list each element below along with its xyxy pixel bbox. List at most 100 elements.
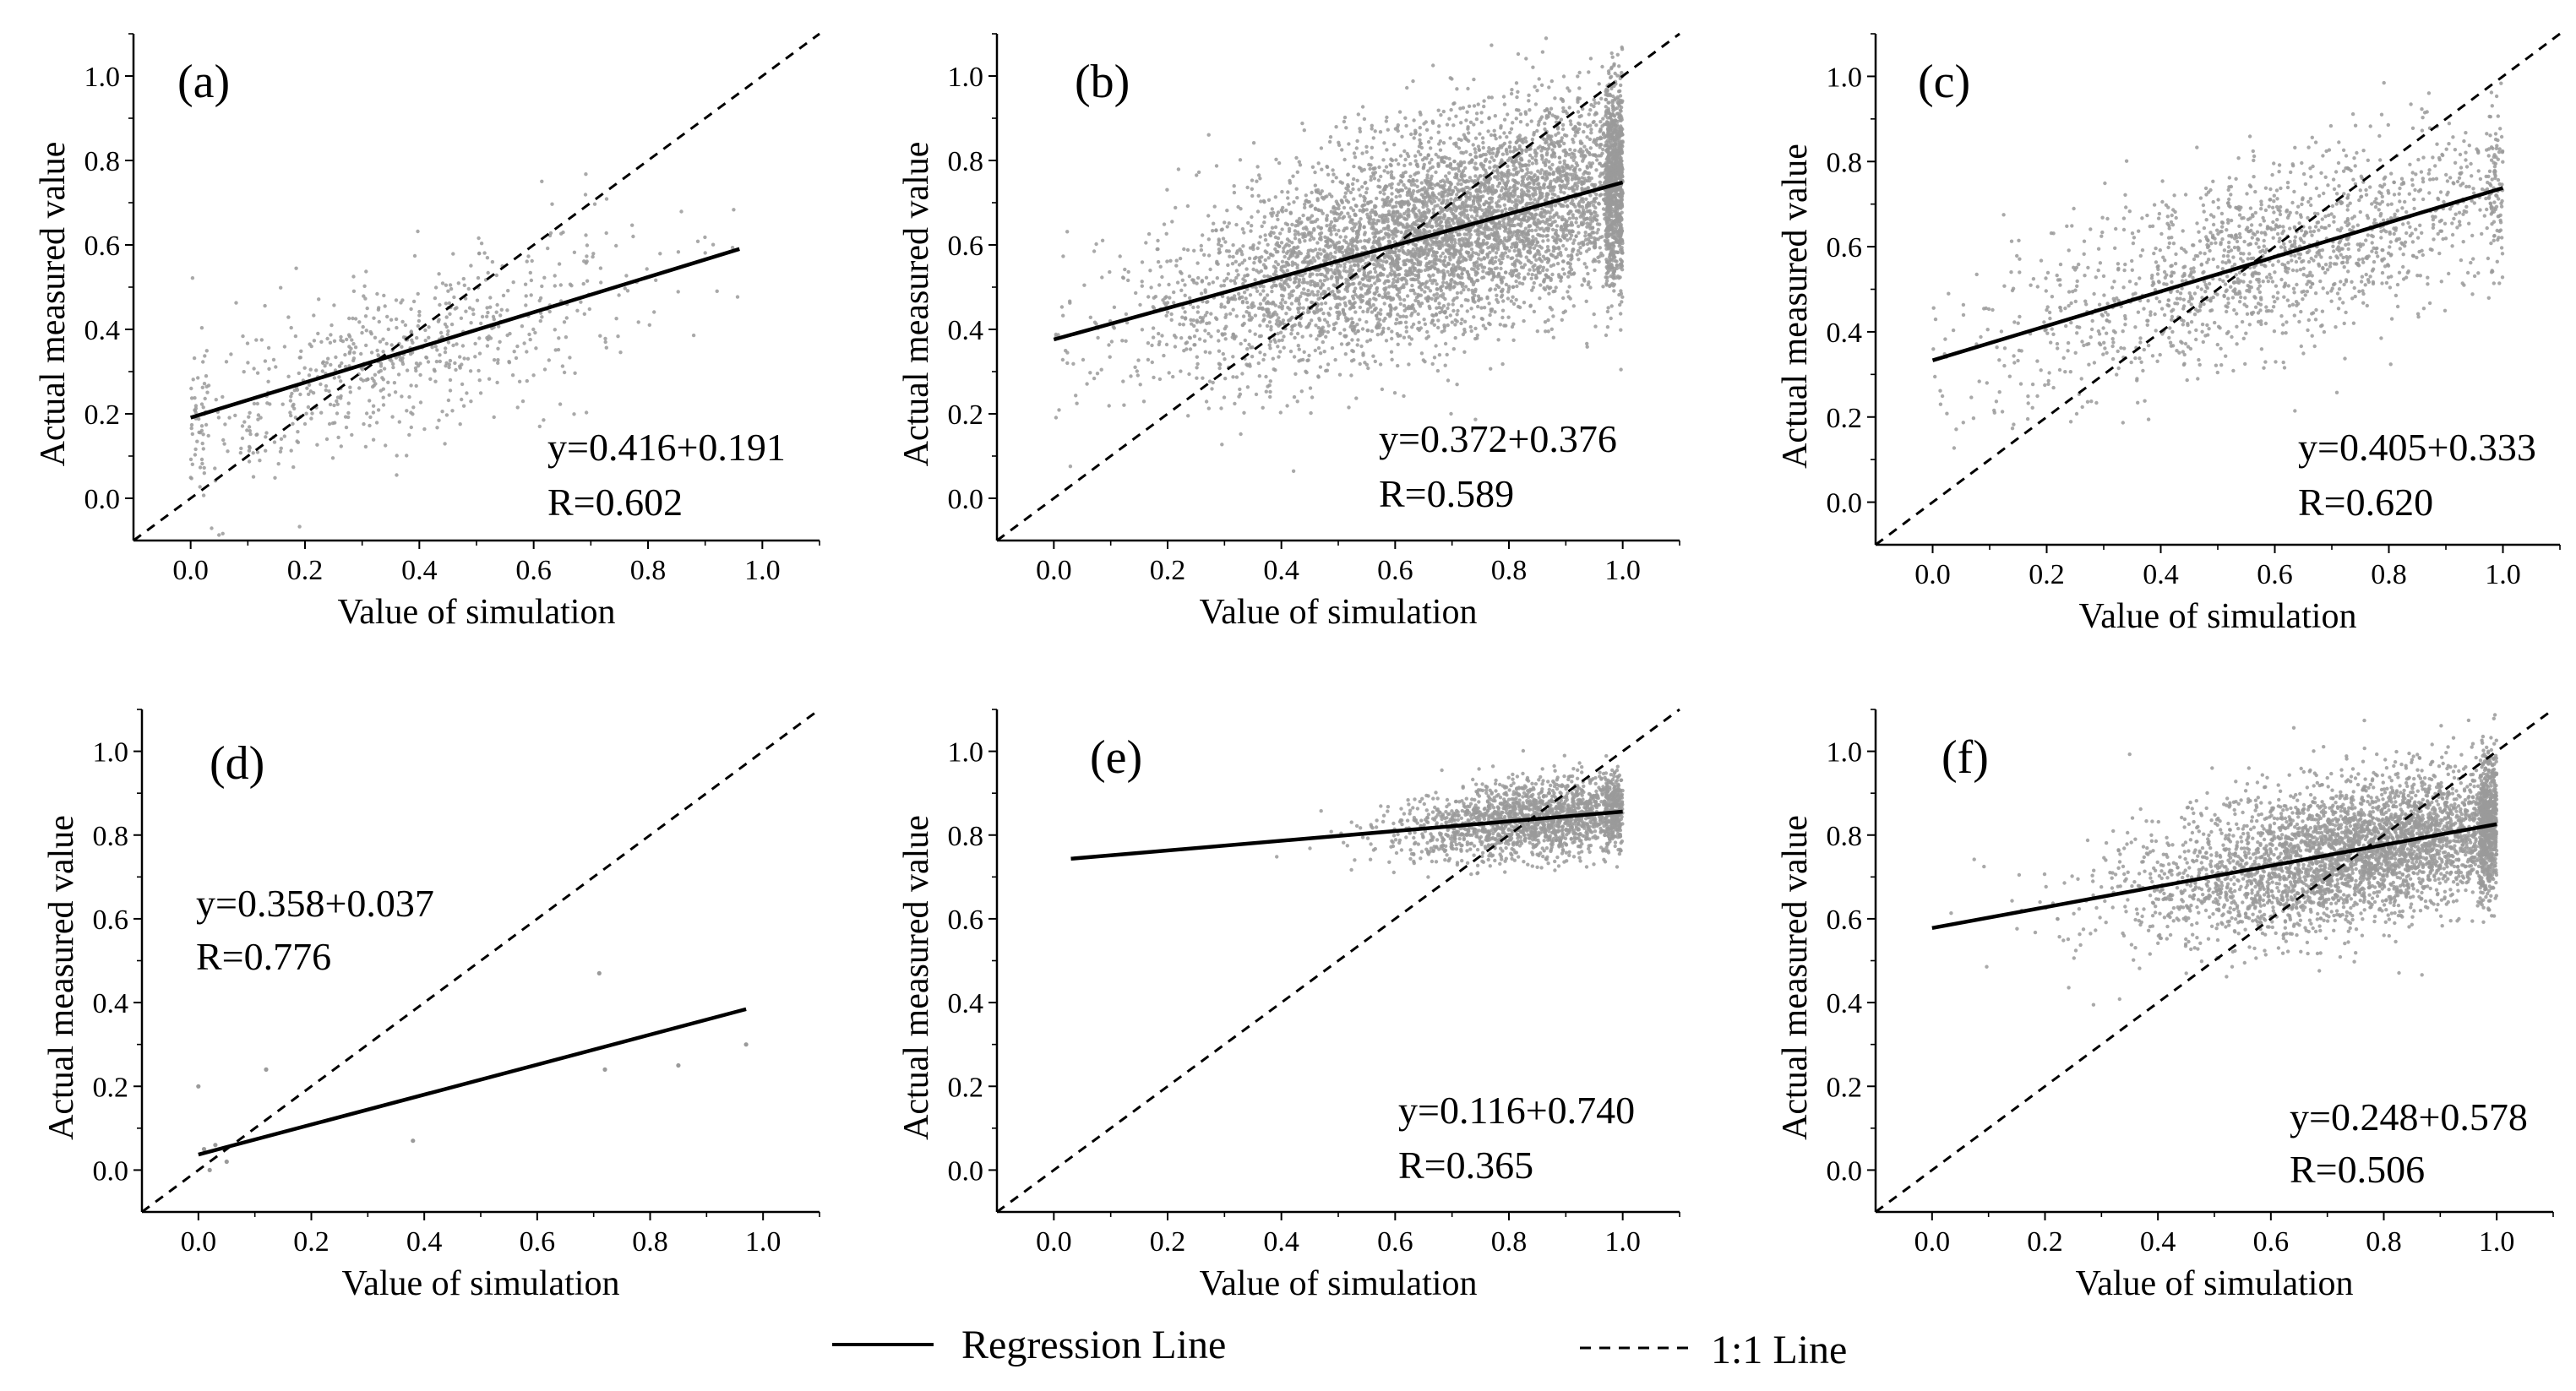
data-point — [1469, 215, 1474, 219]
data-point — [1290, 222, 1294, 227]
data-point — [242, 370, 246, 374]
data-point — [1617, 292, 1621, 297]
data-point — [386, 380, 390, 384]
data-point — [466, 286, 471, 291]
data-point — [1424, 201, 1429, 205]
data-point — [1181, 323, 1186, 327]
data-point — [1432, 262, 1437, 266]
data-point — [1435, 368, 1440, 373]
panels: 0.0 0.2 0.4 0.6 0.8 1.00.00.20.40.60.81.0Valu… — [34, 32, 2561, 1303]
data-point — [1368, 166, 1372, 171]
data-point — [1331, 168, 1335, 172]
data-point — [1315, 197, 1320, 201]
data-point — [1384, 260, 1389, 264]
data-point — [501, 293, 506, 298]
data-point — [263, 303, 267, 308]
data-point — [309, 416, 313, 421]
data-point — [1537, 233, 1542, 237]
data-point — [1528, 304, 1533, 308]
data-point — [193, 406, 199, 410]
data-point — [1488, 245, 1492, 249]
data-point — [1281, 249, 1286, 254]
data-point — [320, 361, 325, 365]
data-point — [1335, 306, 1340, 310]
data-point — [568, 356, 572, 360]
data-point — [1250, 215, 1254, 220]
data-point — [1170, 220, 1174, 224]
data-point — [364, 343, 368, 348]
data-point — [1391, 204, 1396, 209]
data-point — [1378, 318, 1382, 322]
data-point — [1283, 254, 1287, 259]
data-point — [1338, 235, 1342, 239]
data-point — [1247, 256, 1252, 261]
data-point — [448, 283, 453, 287]
data-point — [1287, 202, 1291, 206]
data-point — [221, 531, 225, 535]
data-point — [1268, 394, 1272, 399]
data-point — [1112, 305, 1117, 309]
data-point — [458, 366, 462, 370]
data-point — [604, 231, 608, 236]
data-point — [299, 349, 303, 353]
data-point — [1484, 152, 1488, 157]
data-point — [1370, 145, 1375, 149]
data-point — [1544, 234, 1549, 238]
data-point — [1388, 304, 1392, 308]
data-point — [437, 272, 441, 276]
data-point — [1342, 262, 1347, 266]
data-point — [1088, 315, 1093, 319]
data-point — [1544, 178, 1548, 182]
data-point — [363, 444, 368, 449]
panel-a-regression-line — [190, 247, 740, 420]
data-point — [652, 310, 656, 314]
data-point — [1437, 142, 1441, 146]
data-point — [458, 355, 462, 359]
data-point — [1231, 375, 1235, 379]
data-point — [1577, 167, 1582, 172]
data-point — [222, 442, 226, 446]
data-point — [1479, 111, 1484, 115]
data-point — [1195, 261, 1200, 265]
data-point — [1549, 208, 1555, 212]
data-point — [1588, 239, 1592, 243]
data-point — [557, 336, 561, 340]
data-point — [1288, 349, 1293, 354]
data-point — [448, 358, 453, 363]
data-point — [1432, 323, 1437, 327]
data-point — [1581, 240, 1586, 244]
data-point — [1613, 258, 1618, 264]
data-point — [1604, 275, 1608, 280]
data-point — [1386, 217, 1390, 221]
data-point — [1399, 188, 1403, 193]
data-point — [1517, 281, 1522, 285]
data-point — [1514, 297, 1518, 302]
data-point — [1152, 375, 1156, 380]
data-point — [1217, 242, 1221, 247]
data-point — [1272, 264, 1277, 269]
data-point — [411, 340, 415, 345]
data-point — [1532, 254, 1537, 259]
data-point — [582, 312, 586, 316]
data-point — [416, 229, 420, 234]
data-point — [1321, 211, 1325, 215]
data-point — [1533, 236, 1539, 242]
data-point — [1561, 106, 1566, 111]
data-point — [1359, 217, 1363, 221]
data-point — [485, 306, 489, 310]
data-point — [1619, 328, 1623, 332]
data-point — [451, 343, 455, 348]
data-point — [1544, 329, 1548, 334]
data-point — [1533, 158, 1538, 162]
data-point — [1501, 299, 1506, 303]
data-point — [1217, 339, 1221, 343]
data-point — [1345, 226, 1349, 231]
data-point — [1490, 43, 1494, 47]
data-point — [1185, 204, 1190, 209]
data-point — [517, 379, 522, 383]
data-point — [1156, 259, 1161, 264]
data-point — [1564, 183, 1569, 188]
data-point — [1215, 276, 1220, 280]
data-point — [1322, 278, 1327, 283]
data-point — [1231, 243, 1235, 247]
